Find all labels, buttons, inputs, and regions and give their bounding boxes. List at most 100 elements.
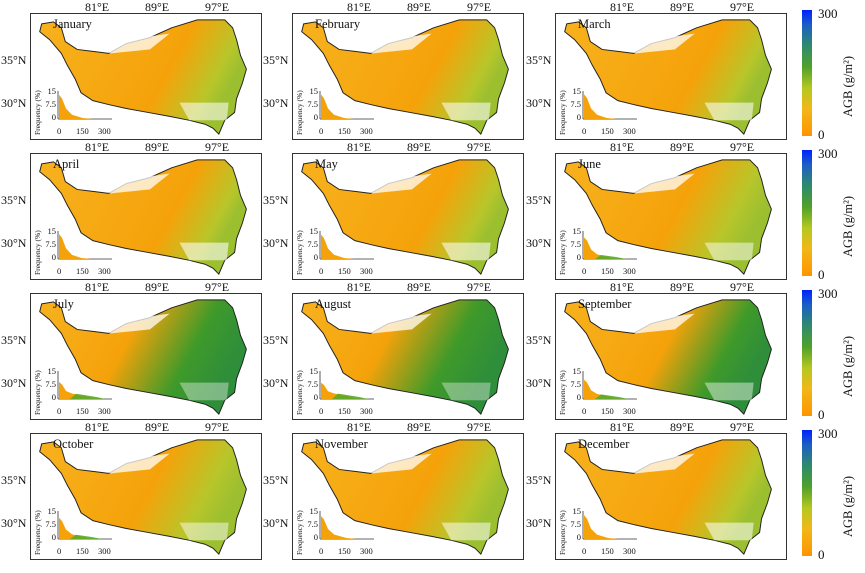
frequency-histogram: Frequency (%) 15 7.5 0 0 150 300 bbox=[295, 227, 378, 279]
histogram-x-tick: 150 bbox=[601, 546, 614, 556]
frequency-histogram: Frequency (%) 15 7.5 0 0 150 300 bbox=[33, 507, 116, 559]
histogram-x-tick: 300 bbox=[360, 406, 373, 416]
plateau-map bbox=[39, 159, 247, 275]
histogram-x-tick: 300 bbox=[98, 266, 111, 276]
histogram-y-tick: 7.5 bbox=[307, 239, 318, 249]
longitude-label: 97°E bbox=[730, 140, 755, 154]
map-panel-march: March Frequency (%) 15 7.5 0 0 150 300 bbox=[555, 13, 787, 140]
latitude-label: 30°N bbox=[526, 96, 552, 110]
latitude-label: 30°N bbox=[526, 516, 552, 530]
month-label: October bbox=[53, 437, 94, 451]
histogram-x-tick: 0 bbox=[319, 406, 324, 416]
colorbar bbox=[802, 290, 812, 416]
histogram-x-tick: 300 bbox=[623, 266, 636, 276]
colorbar-max-label: 300 bbox=[818, 6, 838, 21]
longitude-label: 89°E bbox=[145, 280, 170, 294]
histogram-y-tick: 15 bbox=[309, 86, 319, 96]
colorbar-min-label: 0 bbox=[818, 127, 825, 142]
latitude-label: 30°N bbox=[263, 96, 289, 110]
plateau-map bbox=[564, 439, 772, 555]
histogram-x-tick: 150 bbox=[76, 546, 89, 556]
histogram-y-tick: 0 bbox=[313, 532, 318, 542]
month-label: August bbox=[315, 297, 352, 311]
histogram-x-tick: 0 bbox=[582, 126, 587, 136]
latitude-label: 35°N bbox=[526, 193, 552, 207]
plateau-map bbox=[301, 19, 509, 135]
frequency-histogram: Frequency (%) 15 7.5 0 0 150 300 bbox=[295, 86, 378, 139]
histogram-x-tick: 0 bbox=[319, 126, 324, 136]
latitude-label: 30°N bbox=[1, 236, 27, 250]
colorbar-title: AGB (g/m²) bbox=[841, 195, 855, 257]
histogram-y-tick: 15 bbox=[47, 86, 57, 96]
histogram-y-tick: 0 bbox=[576, 532, 581, 542]
longitude-label: 81°E bbox=[610, 140, 635, 154]
histogram-x-tick: 150 bbox=[76, 126, 89, 136]
histogram-x-tick: 150 bbox=[601, 266, 614, 276]
histogram-ylabel: Frequency (%) bbox=[295, 230, 304, 275]
latitude-label: 30°N bbox=[1, 516, 27, 530]
histogram-ylabel: Frequency (%) bbox=[558, 90, 567, 135]
histogram-y-tick: 0 bbox=[51, 392, 56, 402]
histogram-ylabel: Frequency (%) bbox=[33, 370, 42, 415]
histogram-y-tick: 7.5 bbox=[45, 239, 56, 249]
histogram-y-tick: 15 bbox=[309, 506, 319, 516]
month-label: June bbox=[578, 157, 601, 171]
histogram-y-tick: 7.5 bbox=[570, 99, 581, 109]
histogram-x-tick: 300 bbox=[360, 126, 373, 136]
latitude-label: 30°N bbox=[1, 96, 27, 110]
histogram-x-tick: 150 bbox=[338, 546, 351, 556]
month-label: December bbox=[578, 437, 630, 451]
frequency-histogram: Frequency (%) 15 7.5 0 0 150 300 bbox=[558, 86, 641, 139]
longitude-label: 81°E bbox=[85, 420, 110, 434]
map-panel-december: December Frequency (%) 15 7.5 0 0 150 30… bbox=[555, 433, 787, 560]
longitude-label: 89°E bbox=[407, 420, 432, 434]
longitude-label: 97°E bbox=[730, 420, 755, 434]
histogram-y-tick: 0 bbox=[313, 252, 318, 262]
longitude-label: 89°E bbox=[407, 280, 432, 294]
histogram-x-tick: 150 bbox=[76, 266, 89, 276]
histogram-y-tick: 7.5 bbox=[307, 99, 318, 109]
plateau-map bbox=[301, 439, 509, 555]
colorbar-title: AGB (g/m²) bbox=[841, 475, 855, 537]
histogram-x-tick: 150 bbox=[76, 406, 89, 416]
histogram-x-tick: 0 bbox=[582, 266, 587, 276]
histogram-x-tick: 0 bbox=[319, 546, 324, 556]
colorbar bbox=[802, 430, 812, 556]
histogram-x-tick: 300 bbox=[98, 126, 111, 136]
histogram-y-tick: 15 bbox=[572, 226, 582, 236]
frequency-histogram: Frequency (%) 15 7.5 0 0 150 300 bbox=[33, 366, 116, 419]
histogram-y-tick: 15 bbox=[572, 366, 582, 376]
map-panel-february: February Frequency (%) 15 7.5 0 0 150 30… bbox=[292, 13, 524, 140]
histogram-ylabel: Frequency (%) bbox=[295, 90, 304, 135]
histogram-y-tick: 15 bbox=[572, 86, 582, 96]
histogram-y-tick: 7.5 bbox=[45, 379, 56, 389]
colorbar-min-label: 0 bbox=[818, 407, 825, 422]
longitude-label: 81°E bbox=[347, 140, 372, 154]
month-label: September bbox=[578, 297, 632, 311]
histogram-x-tick: 0 bbox=[582, 406, 587, 416]
month-label: January bbox=[53, 17, 92, 31]
histogram-y-tick: 0 bbox=[576, 392, 581, 402]
histogram-x-tick: 0 bbox=[57, 266, 62, 276]
histogram-y-tick: 15 bbox=[47, 226, 57, 236]
frequency-histogram: Frequency (%) 15 7.5 0 0 150 300 bbox=[295, 506, 378, 559]
colorbar bbox=[802, 10, 812, 136]
month-label: April bbox=[53, 157, 80, 171]
map-panel-september: September Frequency (%) 15 7.5 0 0 150 3… bbox=[555, 293, 787, 420]
latitude-label: 35°N bbox=[263, 473, 289, 487]
histogram-x-tick: 150 bbox=[338, 266, 351, 276]
longitude-label: 97°E bbox=[467, 420, 492, 434]
plateau-outline bbox=[301, 299, 509, 415]
frequency-histogram: Frequency (%) 15 7.5 0 0 150 300 bbox=[33, 86, 116, 139]
colorbar-title: AGB (g/m²) bbox=[841, 335, 855, 397]
histogram-y-tick: 15 bbox=[47, 366, 57, 376]
histogram-y-tick: 7.5 bbox=[570, 519, 581, 529]
longitude-label: 97°E bbox=[205, 420, 230, 434]
longitude-label: 81°E bbox=[347, 420, 372, 434]
histogram-x-tick: 300 bbox=[360, 266, 373, 276]
latitude-label: 35°N bbox=[1, 333, 27, 347]
histogram-y-tick: 15 bbox=[572, 506, 582, 516]
frequency-histogram: Frequency (%) 15 7.5 0 0 150 300 bbox=[295, 367, 378, 419]
longitude-label: 89°E bbox=[670, 140, 695, 154]
latitude-label: 30°N bbox=[263, 236, 289, 250]
